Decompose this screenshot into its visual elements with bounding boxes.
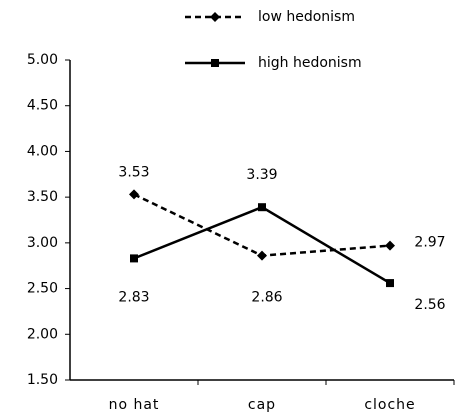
data-label: 2.83 bbox=[118, 289, 149, 305]
y-tick-label: 3.50 bbox=[27, 189, 58, 205]
y-tick-label: 5.00 bbox=[27, 52, 58, 68]
legend-label: high hedonism bbox=[258, 55, 362, 71]
series-line bbox=[133, 205, 391, 285]
x-tick-label: cloche bbox=[364, 397, 415, 413]
legend-marker bbox=[211, 59, 219, 67]
point bbox=[386, 279, 394, 288]
data-label: 2.86 bbox=[251, 290, 282, 306]
point bbox=[130, 254, 138, 263]
x-tick-label: no hat bbox=[109, 397, 160, 413]
point bbox=[385, 240, 395, 251]
data-label: 3.53 bbox=[118, 164, 149, 180]
point bbox=[257, 250, 267, 261]
legend-label: low hedonism bbox=[258, 9, 355, 25]
point bbox=[129, 189, 139, 200]
point bbox=[258, 203, 266, 212]
x-tick-label: cap bbox=[248, 397, 276, 413]
y-tick-label: 2.00 bbox=[27, 326, 58, 342]
y-tick-label: 1.50 bbox=[27, 372, 58, 388]
y-tick-label: 3.00 bbox=[27, 235, 58, 251]
legend-marker bbox=[210, 12, 220, 22]
data-label: 3.39 bbox=[246, 167, 277, 183]
data-label: 2.97 bbox=[414, 235, 445, 251]
y-tick-label: 4.50 bbox=[27, 98, 58, 114]
y-tick-label: 4.00 bbox=[27, 143, 58, 159]
y-tick-label: 2.50 bbox=[27, 281, 58, 297]
data-label: 2.56 bbox=[414, 297, 445, 313]
